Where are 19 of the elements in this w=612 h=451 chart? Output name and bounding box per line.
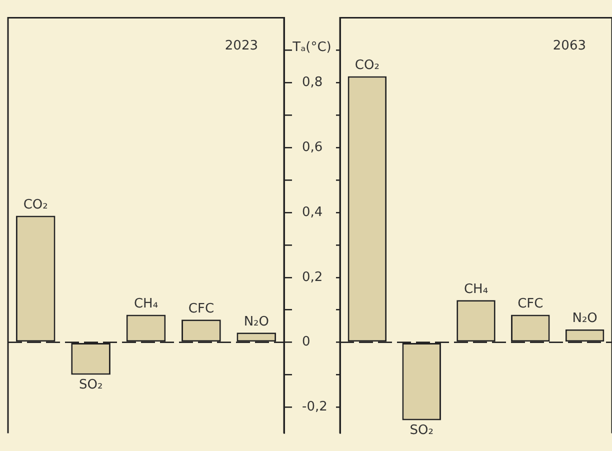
x-tick-label: SO₂: [410, 423, 434, 438]
text: 2023: [224, 38, 258, 54]
y-tick-label: 0: [302, 334, 310, 350]
x-tick-label: CH₄: [134, 296, 158, 312]
y-tick-label: 0,6: [302, 140, 323, 155]
text: 2063: [552, 38, 586, 54]
x-tick-label: N₂O: [572, 311, 598, 326]
y-axis-title: Tₐ(°C): [292, 40, 332, 56]
y-tick-label: 0,4: [302, 204, 323, 220]
x-tick-label: CO₂: [354, 58, 380, 74]
x-tick-label: CFC: [518, 296, 544, 312]
x-tick-label: SO₂: [78, 378, 103, 393]
y-tick-label: -0,2: [302, 400, 328, 415]
x-tick-label: N₂O: [244, 314, 269, 330]
x-tick-label: CFC: [188, 301, 214, 316]
y-tick-label: 0,2: [302, 270, 323, 285]
x-tick-label: CH₄: [464, 282, 488, 298]
y-tick-label: 0,8: [302, 75, 323, 90]
x-tick-label: CO₂: [23, 198, 48, 213]
